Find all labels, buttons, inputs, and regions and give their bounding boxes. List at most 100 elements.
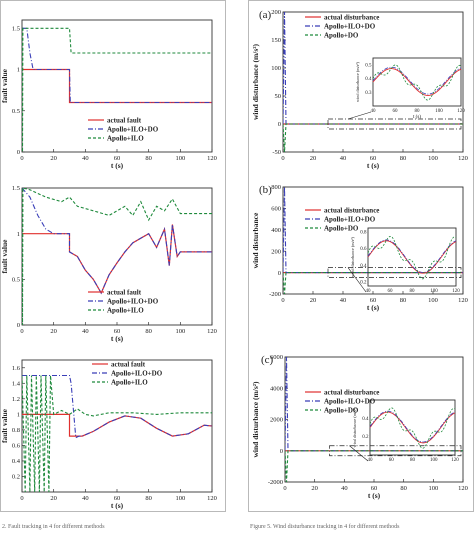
y-tick-label: 4000 (270, 385, 283, 392)
legend-label-3: Apollo+DO (324, 406, 359, 414)
inset-y-tick-label: 0.2 (360, 280, 367, 285)
x-tick-label: 100 (175, 155, 185, 162)
inset-x-tick-label: 60 (389, 458, 395, 463)
inset-x-tick-label: 80 (410, 458, 416, 463)
x-tick-label: 20 (50, 495, 57, 502)
left-figure-frame (0, 0, 226, 512)
y-tick-label: 200 (271, 248, 281, 255)
chart-left-b: 0 20 40 60 80 100 120 0 0.5 1 1.5 t (s) fault value a… (0, 185, 217, 343)
y-tick-label: 0 (17, 322, 20, 329)
x-tick-label: 100 (175, 495, 185, 502)
inset-y-label: wind disturbance (m/s²) (350, 236, 355, 276)
legend-label-3: Apollo+DO (324, 224, 359, 232)
left-caption: 2. Fault tracking in 4 for different met… (2, 523, 105, 530)
panel-label: (b) (259, 184, 272, 196)
legend-label-2: Apollo+ILO+DO (324, 215, 376, 223)
series-group (22, 27, 212, 152)
x-tick-label: 20 (50, 155, 57, 162)
series-line-1 (22, 68, 212, 104)
x-tick-label: 80 (145, 495, 152, 502)
x-axis-label: t (s) (367, 303, 380, 312)
y-tick-label: 1.5 (12, 185, 20, 192)
legend-label-1: actual disturbance (324, 206, 379, 214)
y-tick-label: 800 (271, 184, 281, 191)
x-tick-label: 120 (207, 328, 217, 335)
inset-y-tick-label: 0.4 (362, 417, 369, 422)
y-tick-label: -200 (269, 291, 281, 298)
inset-x-tick-label: 40 (371, 109, 377, 114)
x-tick-label: 20 (310, 155, 317, 162)
zoom-connector (349, 445, 369, 462)
inset-x-tick-label: 100 (430, 289, 438, 294)
y-axis-label: wind disturbance (m/s²) (251, 43, 260, 120)
y-tick-label: 0.5 (12, 108, 20, 115)
x-tick-label: 0 (281, 297, 284, 304)
y-tick-label: -50 (272, 149, 281, 156)
inset-ilo-do-line (367, 239, 457, 273)
legend-label-3: Apollo+DO (324, 31, 359, 39)
legend-label-2: Apollo+ILO+DO (324, 397, 376, 405)
y-tick-label: 0.4 (12, 458, 21, 465)
series-group (22, 188, 212, 325)
x-tick-label: 60 (370, 155, 377, 162)
x-axis-label: t (s) (111, 161, 124, 170)
legend-label-2: Apollo+ILO+DO (107, 297, 159, 305)
x-tick-label: 100 (428, 297, 438, 304)
x-tick-label: 80 (400, 155, 407, 162)
inset-x-tick-label: 80 (410, 289, 416, 294)
plot-area-frame (284, 356, 464, 483)
x-tick-label: 100 (428, 155, 438, 162)
x-tick-label: 20 (310, 297, 317, 304)
series-line-2 (22, 374, 212, 439)
inset-y-tick-label: 0.5 (365, 63, 372, 68)
x-tick-label: 120 (207, 155, 217, 162)
zoom-region-box (327, 267, 462, 278)
series-line-1 (22, 224, 212, 295)
x-tick-label: 120 (458, 297, 468, 304)
legend-label-3: Apollo+ILO (107, 134, 144, 142)
inset-ilo-do-line (369, 410, 456, 443)
x-tick-label: 80 (145, 328, 152, 335)
x-tick-label: 120 (458, 155, 468, 162)
inset-x-tick-label: 40 (368, 458, 374, 463)
x-tick-label: 40 (82, 495, 89, 502)
x-tick-label: 60 (114, 155, 121, 162)
series-group (283, 187, 463, 294)
x-tick-label: 60 (114, 495, 121, 502)
y-tick-label: 2000 (270, 417, 283, 424)
inset-actual-line (369, 411, 456, 444)
inset-y-tick-label: 0.4 (360, 264, 367, 269)
inset-actual-line (367, 240, 457, 274)
y-tick-label: 600 (271, 206, 281, 213)
y-tick-label: 1.4 (12, 380, 21, 387)
series-line-2 (283, 187, 463, 274)
inset-chart: 40 60 80 100 120 0.2 0.4 wind disturbance (m/s²… (329, 399, 462, 463)
inset-y-tick-label: 0.8 (360, 231, 367, 236)
chart-left-c: 0 20 40 60 80 100 120 0.2 0.4 0.6 0.8 1 1.2 1.4 1.6 t (… (0, 359, 217, 510)
x-tick-label: 100 (428, 485, 438, 492)
x-tick-label: 40 (341, 485, 348, 492)
y-tick-label: 100 (271, 65, 281, 72)
x-tick-label: 40 (82, 155, 89, 162)
legend-label-1: actual fault (107, 116, 142, 124)
inset-y-label: wind disturbance (m/s²) (352, 407, 357, 447)
inset-x-tick-label: 60 (393, 109, 399, 114)
legend-label-2: Apollo+ILO+DO (111, 369, 163, 377)
inset-do-line (369, 407, 456, 449)
y-tick-label: 1 (17, 231, 20, 238)
y-tick-label: 1.2 (12, 396, 20, 403)
inset-x-tick-label: 40 (366, 289, 372, 294)
chart-left-a: 0 20 40 60 80 100 120 0 0.5 1 1.5 t (s) fault value a… (0, 19, 217, 170)
y-tick-label: 0.6 (12, 443, 21, 450)
inset-x-tick-label: 120 (451, 458, 459, 463)
inset-x-tick-label: 80 (415, 109, 421, 114)
y-tick-label: 1.5 (12, 25, 20, 32)
inset-do-line (372, 64, 462, 101)
